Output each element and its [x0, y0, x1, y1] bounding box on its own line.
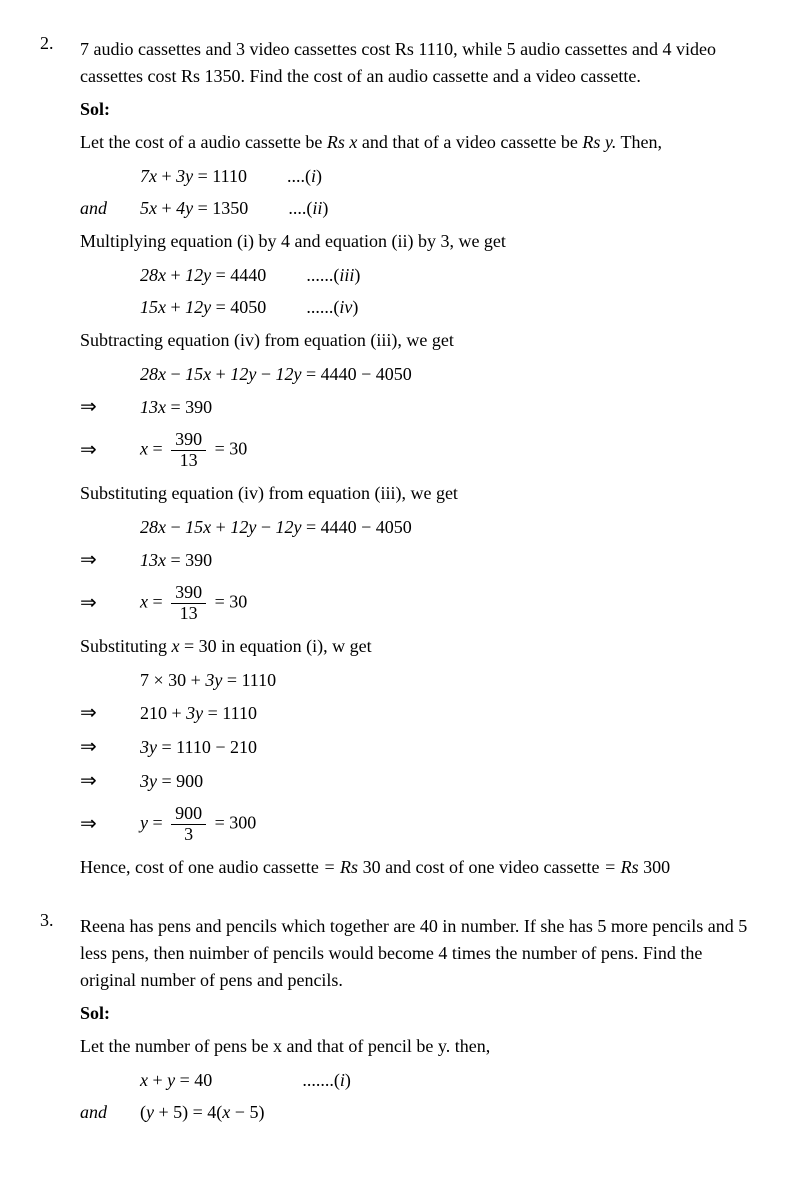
intro-end: Then, [616, 132, 662, 152]
arrow-icon: ⇒ [80, 435, 140, 465]
problem-2: 2. 7 audio cassettes and 3 video cassett… [40, 30, 760, 887]
arrow-icon: ⇒ [80, 766, 140, 796]
intro-a: Let the cost of a audio cassette be [80, 132, 327, 152]
p3-eq-i-tag: .......(i) [302, 1067, 351, 1094]
eq-iv-tag: ......(iv) [306, 294, 358, 321]
p3-eq-i: x + y = 40 .......(i) [80, 1066, 760, 1094]
eq-i-tag: ....(i) [287, 163, 322, 190]
problem-number: 2. [40, 30, 80, 887]
s4: ⇒ 3y = 900 [80, 766, 760, 796]
arrow-icon: ⇒ [80, 545, 140, 575]
r4: ⇒ x = 39013 = 30 [80, 579, 760, 627]
r1: ⇒ 13x = 390 [80, 392, 760, 422]
arrow-icon: ⇒ [80, 392, 140, 422]
substitute-text: Substituting x = 30 in equation (i), w g… [80, 633, 760, 660]
eq-ii: and 5x + 4y = 1350 ....(ii) [80, 194, 760, 222]
arrow-icon: ⇒ [80, 809, 140, 839]
intro-rsx: Rs x [327, 132, 358, 152]
eq-iii-tag: ......(iii) [306, 262, 360, 289]
problem-content: Reena has pens and pencils which togethe… [80, 907, 760, 1130]
hence-c: and cost of one video cassette [381, 857, 604, 877]
and-label: and [80, 195, 140, 222]
hence-line: Hence, cost of one audio cassette = Rs 3… [80, 854, 760, 881]
r3: ⇒ 13x = 390 [80, 545, 760, 575]
s3: ⇒ 3y = 1110 − 210 [80, 732, 760, 762]
subtract-text-2: Substituting equation (iv) from equation… [80, 480, 760, 507]
r2: ⇒ x = 39013 = 30 [80, 426, 760, 474]
intro-line: Let the number of pens be x and that of … [80, 1033, 760, 1060]
intro-mid: and that of a video cassette be [357, 132, 582, 152]
intro-line: Let the cost of a audio cassette be Rs x… [80, 129, 760, 156]
question-text: Reena has pens and pencils which togethe… [80, 913, 760, 994]
p3-eq-ii: and (y + 5) = 4(x − 5) [80, 1098, 760, 1126]
solution-label: Sol: [80, 96, 760, 123]
question-text: 7 audio cassettes and 3 video cassettes … [80, 36, 760, 90]
hence-a: Hence, cost of one audio cassette [80, 857, 323, 877]
and-label: and [80, 1099, 140, 1126]
solution-label: Sol: [80, 1000, 760, 1027]
eq-ii-tag: ....(ii) [288, 195, 328, 222]
sub1-eq: 28x − 15x + 12y − 12y = 4440 − 4050 [80, 360, 760, 388]
multiply-text: Multiplying equation (i) by 4 and equati… [80, 228, 760, 255]
arrow-icon: ⇒ [80, 732, 140, 762]
sub2-eq: 28x − 15x + 12y − 12y = 4440 − 4050 [80, 513, 760, 541]
eq-i: 7x + 3y = 1110 ....(i) [80, 162, 760, 190]
eq-iv: 15x + 12y = 4050 ......(iv) [80, 293, 760, 321]
intro-rsy: Rs y. [582, 132, 616, 152]
s1: 7 × 30 + 3y = 1110 [80, 666, 760, 694]
s2: ⇒ 210 + 3y = 1110 [80, 698, 760, 728]
eq-iii: 28x + 12y = 4440 ......(iii) [80, 261, 760, 289]
problem-3: 3. Reena has pens and pencils which toge… [40, 907, 760, 1130]
problem-number: 3. [40, 907, 80, 1130]
arrow-icon: ⇒ [80, 588, 140, 618]
problem-content: 7 audio cassettes and 3 video cassettes … [80, 30, 760, 887]
arrow-icon: ⇒ [80, 698, 140, 728]
subtract-text-1: Subtracting equation (iv) from equation … [80, 327, 760, 354]
s5: ⇒ y = 9003 = 300 [80, 800, 760, 848]
